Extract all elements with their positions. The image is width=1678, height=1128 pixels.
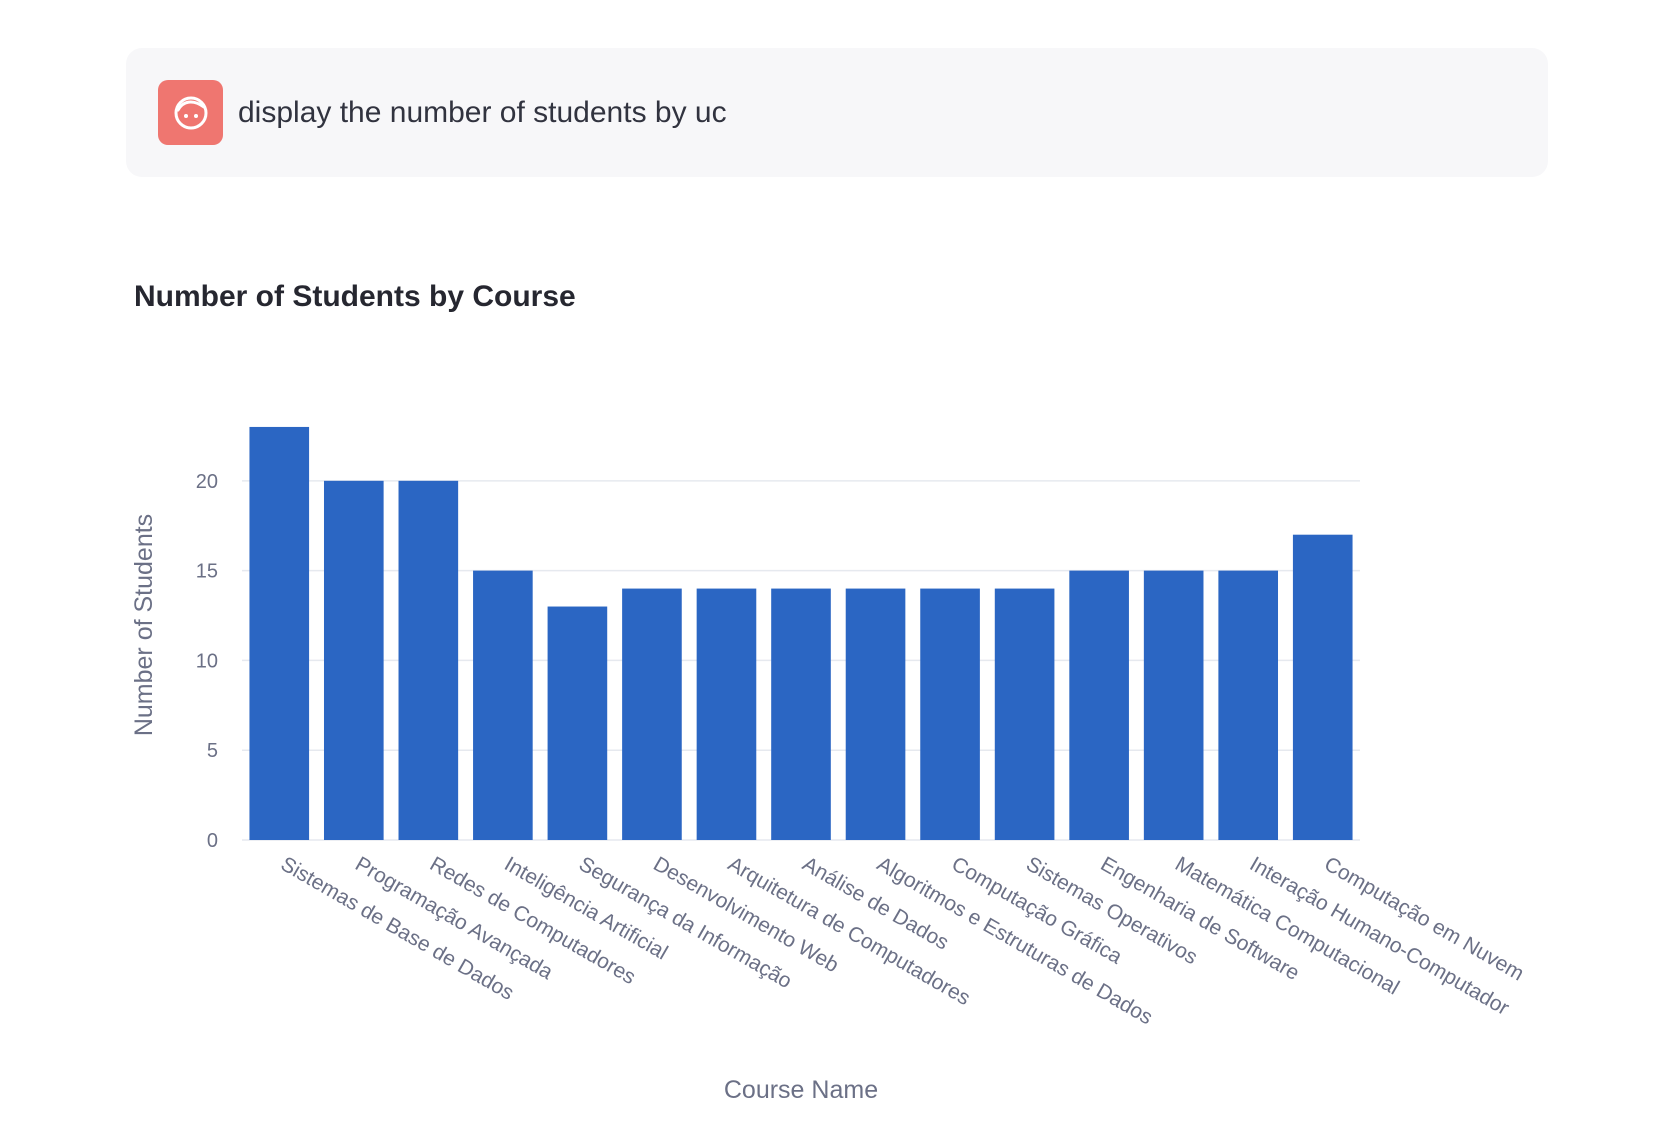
bar [1143, 570, 1204, 840]
bar [323, 480, 384, 840]
y-tick-label: 0 [207, 830, 218, 852]
y-tick-label: 5 [207, 740, 218, 762]
bar [547, 606, 608, 840]
bar [249, 426, 310, 840]
bar [696, 588, 757, 840]
chart-title: Number of Students by Course [134, 280, 576, 313]
bar [771, 588, 831, 840]
y-tick-label: 15 [196, 561, 218, 583]
user-avatar [158, 80, 223, 145]
bar [1292, 534, 1353, 840]
bar [473, 570, 533, 840]
bar [845, 588, 906, 840]
bar [920, 588, 980, 840]
bar [994, 588, 1055, 840]
x-axis-title: Course Name [724, 1076, 878, 1104]
bar [1218, 570, 1279, 840]
bar [398, 480, 459, 840]
y-axis-title: Number of Students [130, 514, 158, 736]
message-text: display the number of students by uc [238, 95, 727, 129]
y-tick-label: 10 [196, 650, 218, 672]
user-face-icon [174, 96, 207, 129]
y-tick-label: 20 [196, 471, 218, 493]
chat-message: display the number of students by uc [126, 48, 1548, 177]
bar [622, 588, 682, 840]
bar [1069, 570, 1129, 840]
